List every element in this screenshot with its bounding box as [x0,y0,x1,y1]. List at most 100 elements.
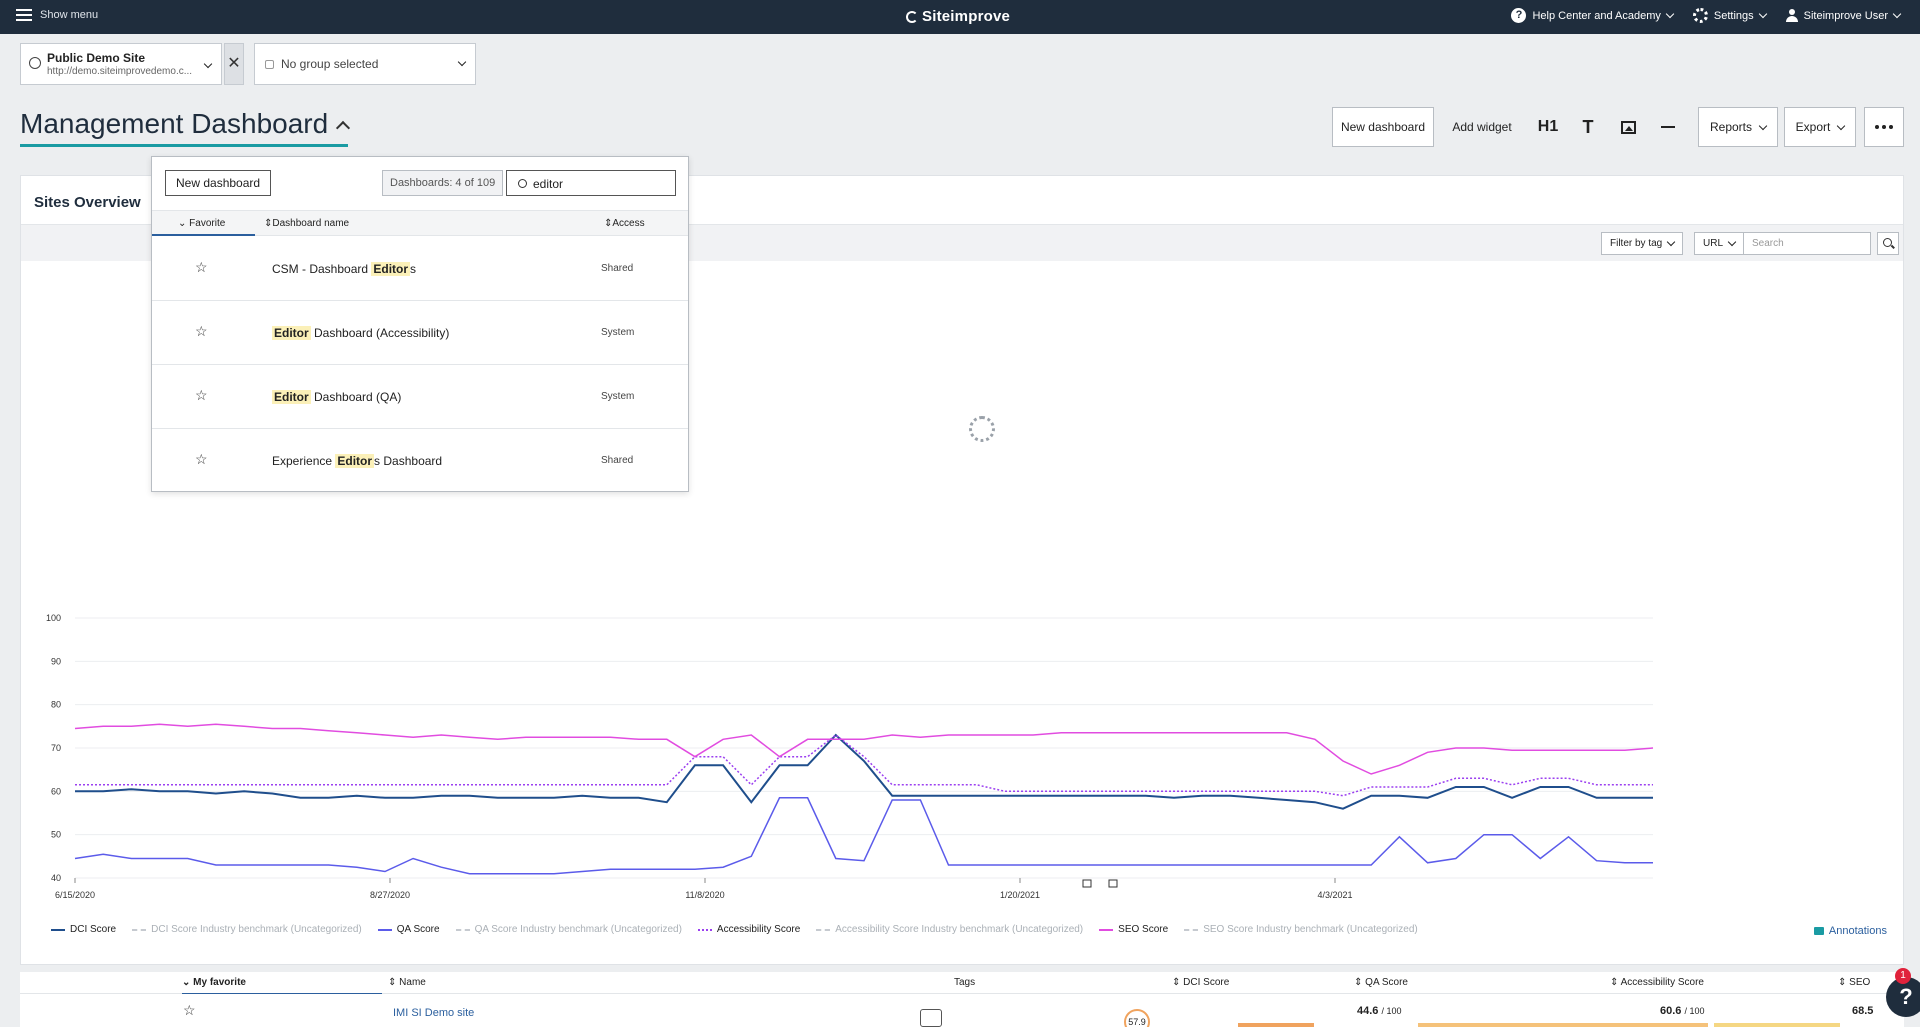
column-header-favorite[interactable]: ⌄ Favorite [152,211,255,236]
legend-label: Accessibility Score Industry benchmark (… [835,924,1084,935]
column-header-access[interactable]: ⇕Access [604,218,645,229]
group-icon [265,60,274,69]
settings-label: Settings [1713,9,1754,22]
column-label: Dashboard name [272,218,350,229]
add-divider-button[interactable] [1650,107,1686,147]
dashboard-access: System [601,327,635,338]
dashboard-access: System [601,391,635,402]
more-icon [1875,125,1893,129]
column-label: Favorite [189,218,226,229]
legend-item-seo-benchmark[interactable]: SEO Score Industry benchmark (Uncategori… [1184,924,1418,935]
legend-item-seo-score[interactable]: SEO Score [1099,924,1168,935]
column-header-favorite[interactable]: ⌄ My favorite [182,977,382,995]
help-center-menu[interactable]: ? Help Center and Academy [1511,8,1675,23]
export-dropdown[interactable]: Export [1784,107,1856,147]
list-item[interactable]: ☆ Experience Editor s Dashboard Shared [152,429,688,493]
site-selector[interactable]: Public Demo Site http://demo.siteimprove… [20,43,222,85]
dashboard-access: Shared [601,263,634,274]
dashboards-count-badge: Dashboards: 4 of 109 [382,170,504,196]
add-text-button[interactable]: T [1570,107,1606,147]
column-label: My favorite [193,977,246,988]
legend-label: DCI Score [70,924,117,935]
show-menu-label: Show menu [40,9,99,21]
sort-icon: ⇕ [604,218,613,229]
column-header-accessibility[interactable]: ⇕ Accessibility Score [1610,977,1704,988]
site-name-link[interactable]: IMI SI Demo site [393,1007,475,1019]
column-header-qa[interactable]: ⇕ QA Score [1354,977,1408,988]
favorite-star-icon[interactable]: ☆ [195,451,208,467]
list-item[interactable]: ☆ CSM - Dashboard Editor s Shared [152,237,688,301]
show-menu-button[interactable]: Show menu [16,9,98,21]
add-widget-button[interactable]: Add widget [1442,107,1522,147]
dropdown-new-dashboard-button[interactable]: New dashboard [165,170,272,196]
external-link-icon[interactable] [920,1009,942,1027]
favorite-star-icon[interactable]: ☆ [195,259,208,275]
user-icon [1785,9,1798,22]
sort-icon: ⇕ [388,977,400,988]
sort-icon: ⇕ [1838,977,1850,988]
legend-item-dci-score[interactable]: DCI Score [51,924,116,935]
annotation-marker-icon [1082,879,1092,888]
reports-dropdown[interactable]: Reports [1698,107,1778,147]
favorite-star-icon[interactable]: ☆ [183,1002,196,1018]
site-url: http://demo.siteimprovedemo.c... [47,66,193,77]
filter-by-tag-label: Filter by tag [1610,238,1663,249]
legend-item-accessibility-score[interactable]: Accessibility Score [697,924,800,935]
loading-spinner-icon [969,416,995,442]
dashboard-name: Editor Dashboard (Accessibility) [272,326,450,340]
column-header-dashboard-name[interactable]: ⇕Dashboard name [264,218,349,229]
add-heading-button[interactable]: H1 [1530,107,1566,147]
legend-item-qa-score[interactable]: QA Score [377,924,440,935]
legend-item-qa-benchmark[interactable]: QA Score Industry benchmark (Uncategoriz… [455,924,682,935]
chevron-down-icon [457,57,467,67]
column-header-dci[interactable]: ⇕ DCI Score [1172,977,1229,988]
page-title: Management Dashboard [20,108,329,139]
close-icon: ✕ [227,55,241,72]
accessibility-score-value: 60.6 / 100 [1660,1005,1705,1017]
column-header-tags: Tags [954,977,976,988]
clear-site-button[interactable]: ✕ [224,43,244,85]
dashboard-title-toggle[interactable]: Management Dashboard [20,108,351,147]
column-header-name[interactable]: ⇕ Name [388,977,426,988]
heading-icon: H1 [1537,118,1559,135]
sort-icon: ⇕ [1172,977,1184,988]
brand-logo[interactable]: Siteimprove [906,8,1010,25]
y-tick-label: 60 [51,786,61,796]
column-label: SEO [1849,977,1871,988]
chevron-down-icon [1837,121,1846,130]
add-image-button[interactable] [1610,107,1646,147]
dashboard-name: Editor Dashboard (QA) [272,390,402,404]
legend-item-dci-benchmark[interactable]: DCI Score Industry benchmark (Uncategori… [132,924,362,935]
new-dashboard-button[interactable]: New dashboard [1332,107,1434,147]
column-label: Access [612,218,645,229]
scores-line-chart: 100 90 80 70 60 50 40 6/15/2020 8/27/2020 11/8/20… [46,613,1654,900]
legend-item-accessibility-benchmark[interactable]: Accessibility Score Industry benchmark (… [816,924,1083,935]
widget-search-input[interactable]: Search [1743,232,1871,255]
filter-by-tag-dropdown[interactable]: Filter by tag [1601,232,1684,255]
column-label: DCI Score [1183,977,1230,988]
hamburger-icon [16,9,32,21]
legend-label: QA Score Industry benchmark (Uncategoriz… [474,924,682,935]
y-tick-label: 40 [51,873,61,883]
user-name-label: Siteimprove User [1803,9,1888,22]
dashboard-search-input[interactable]: editor [506,170,676,196]
help-icon: ? [1511,8,1527,23]
list-item[interactable]: ☆ Editor Dashboard (Accessibility) Syste… [152,301,688,365]
dropdown-table-header: ⌄ Favorite ⇕Dashboard name ⇕Access [152,210,688,236]
url-select-label: URL [1703,238,1724,249]
legend-swatch [697,928,712,931]
list-item[interactable]: ☆ Editor Dashboard (QA) System [152,365,688,429]
dci-score-gauge: 57.9 [1124,1009,1150,1027]
legend-label: SEO Score Industry benchmark (Uncategori… [1203,924,1418,935]
favorite-star-icon[interactable]: ☆ [195,387,208,403]
annotations-link[interactable]: Annotations [1813,925,1887,937]
group-selector[interactable]: No group selected [254,43,476,85]
chevron-down-icon [1892,9,1902,19]
more-options-button[interactable] [1864,107,1904,147]
favorite-star-icon[interactable]: ☆ [195,323,208,339]
user-menu[interactable]: Siteimprove User [1785,9,1902,22]
settings-menu[interactable]: Settings [1692,8,1767,23]
chevron-down-icon [203,59,213,69]
column-header-seo[interactable]: ⇕ SEO [1838,977,1870,988]
search-icon[interactable] [1877,232,1899,255]
